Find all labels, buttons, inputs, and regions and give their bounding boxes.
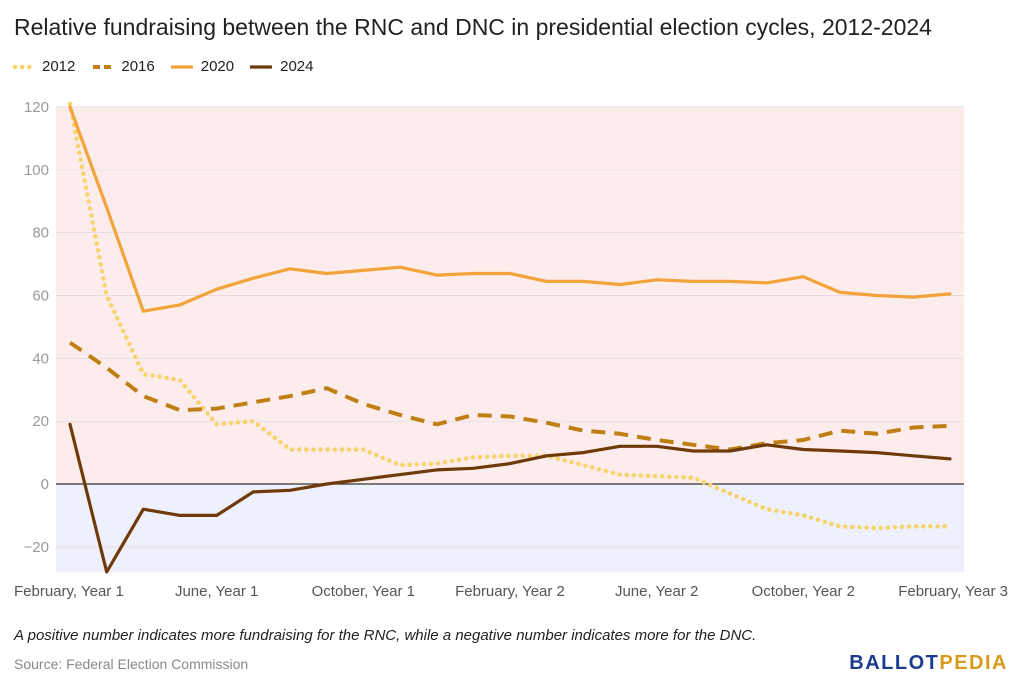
legend-swatch-2012 (12, 64, 34, 69)
legend-item-2016[interactable]: 2016 (91, 58, 155, 75)
y-tick-label: 20 (32, 413, 49, 430)
y-tick-label: 60 (32, 288, 49, 305)
series-line-2020 (68, 105, 952, 313)
x-tick-label: February, Year 1 (14, 583, 124, 600)
ballotpedia-logo: BALLOTPEDIA (849, 652, 1008, 675)
y-tick-label: 120 (24, 99, 49, 116)
legend-swatch-2020 (170, 64, 193, 69)
x-tick-label: February, Year 2 (455, 583, 565, 600)
y-tick-label: 0 (41, 476, 49, 493)
legend-label-2020: 2020 (200, 58, 235, 75)
legend: 2012 2016 2020 2024 (12, 58, 314, 75)
x-tick-label: June, Year 2 (615, 583, 698, 600)
legend-item-2012[interactable]: 2012 (12, 58, 75, 75)
chart-title: Relative fundraising between the RNC and… (14, 14, 932, 40)
y-tick-label: 80 (32, 225, 49, 242)
y-tick-label: −20 (24, 539, 49, 556)
series-line-2024 (68, 422, 952, 574)
legend-item-2024[interactable]: 2024 (250, 58, 314, 75)
series-line-2016 (68, 340, 951, 452)
x-tick-label: February, Year 3 (898, 583, 1008, 600)
legend-swatch-2024 (250, 64, 273, 69)
legend-item-2020[interactable]: 2020 (170, 58, 235, 75)
chart-note: A positive number indicates more fundrai… (14, 627, 757, 644)
y-tick-label: 100 (24, 162, 49, 179)
series-line-2012 (67, 101, 953, 531)
x-tick-label: October, Year 1 (312, 583, 415, 600)
source-text: Source: Federal Election Commission (14, 656, 249, 672)
legend-label-2012: 2012 (42, 58, 76, 75)
brand-part-2: PEDIA (939, 652, 1008, 674)
x-tick-label: June, Year 1 (175, 583, 258, 600)
brand-part-1: BALLOT (849, 652, 940, 674)
negative-region (56, 484, 964, 572)
legend-label-2024: 2024 (280, 58, 314, 75)
x-tick-label: October, Year 2 (752, 583, 855, 600)
y-tick-label: 40 (32, 350, 49, 367)
legend-label-2016: 2016 (121, 58, 155, 75)
legend-swatch-2016 (93, 64, 112, 69)
line-chart: −20 0 20 40 60 80 100 120 February, Year 1 June, … (14, 99, 1008, 600)
